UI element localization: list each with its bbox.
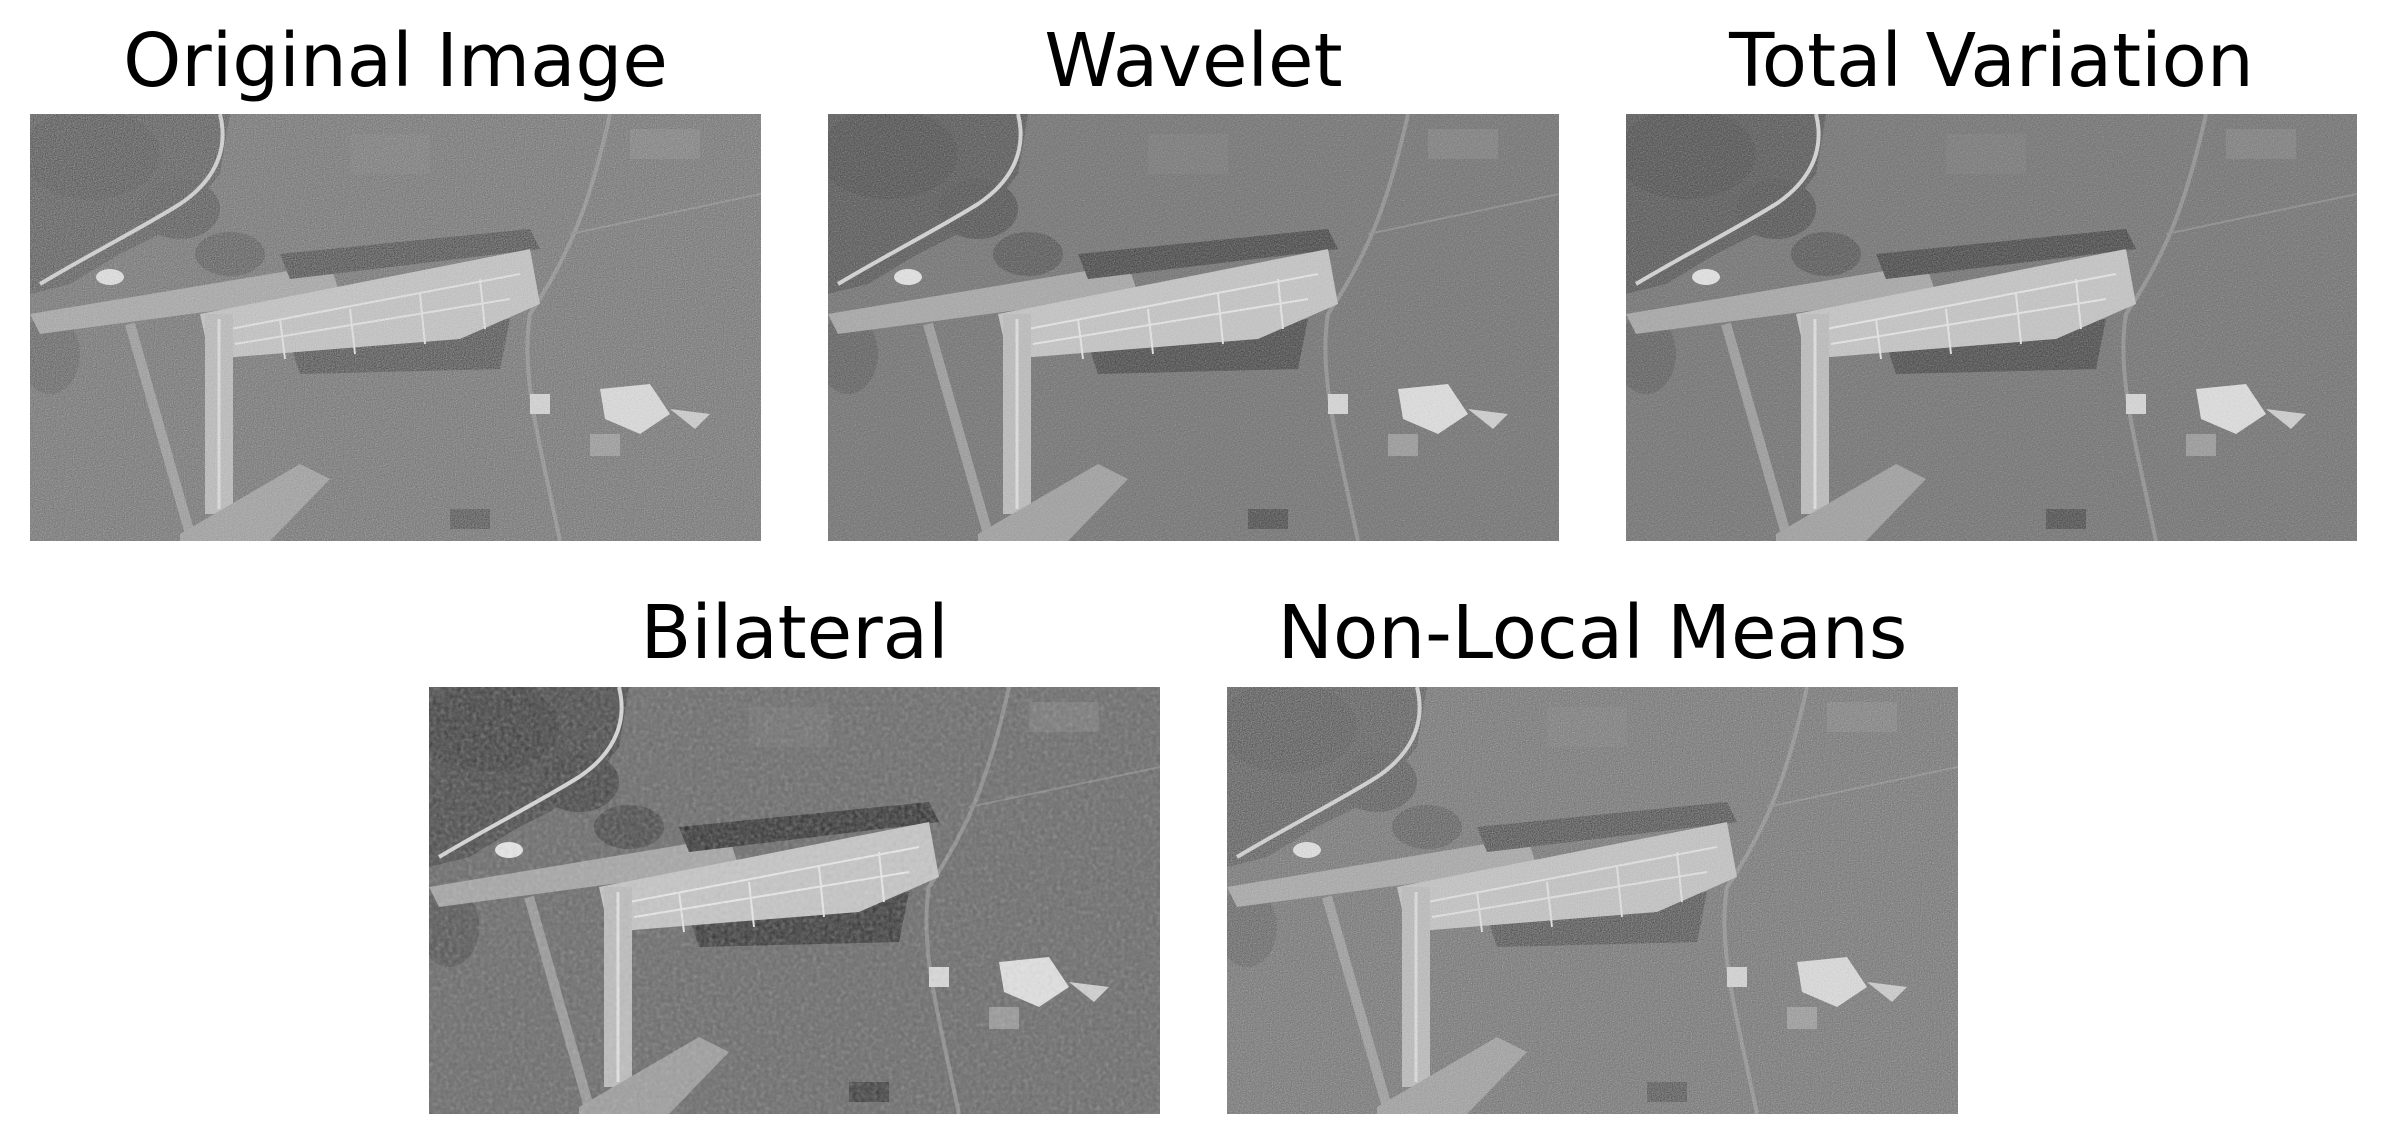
image-content xyxy=(30,114,761,541)
image-content xyxy=(1626,114,2357,541)
aerial-image xyxy=(828,114,1559,541)
image-content xyxy=(1227,687,1958,1114)
panel-title: Non-Local Means xyxy=(1277,590,1908,676)
aerial-image xyxy=(429,687,1160,1114)
image-content xyxy=(429,687,1160,1114)
aerial-image xyxy=(1227,687,1958,1114)
aerial-image xyxy=(1626,114,2357,541)
panel-title: Wavelet xyxy=(1044,18,1343,104)
image-content xyxy=(828,114,1559,541)
aerial-image xyxy=(30,114,761,541)
panel-title: Total Variation xyxy=(1729,18,2254,104)
panel-title: Original Image xyxy=(123,18,668,104)
panel-title: Bilateral xyxy=(640,590,949,676)
